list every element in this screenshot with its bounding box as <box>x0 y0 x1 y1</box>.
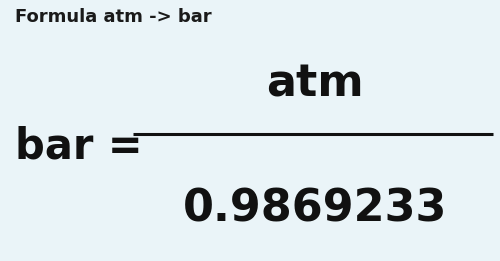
Text: bar =: bar = <box>15 125 142 167</box>
Text: 0.9869233: 0.9869233 <box>183 187 447 230</box>
Text: Formula atm -> bar: Formula atm -> bar <box>15 8 212 26</box>
Text: atm: atm <box>266 62 364 105</box>
